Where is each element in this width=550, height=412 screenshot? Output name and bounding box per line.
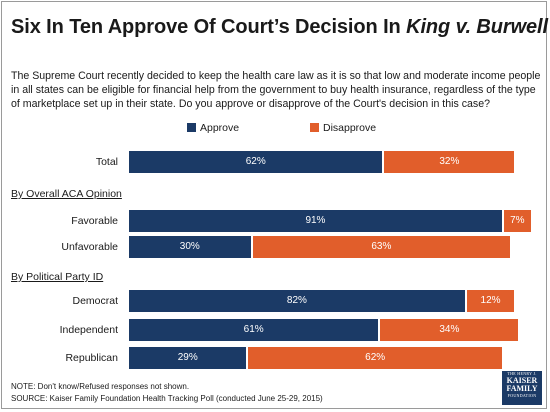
title-main: Six In Ten Approve Of Court’s Decision I… xyxy=(11,16,407,38)
bar-value-disapprove-independent: 34% xyxy=(439,324,460,335)
legend-approve-swatch xyxy=(187,123,196,132)
row-label-independent: Independent xyxy=(59,324,118,336)
source-text: SOURCE: Kaiser Family Foundation Health … xyxy=(11,394,323,403)
bar-approve-total: 62% xyxy=(128,151,384,173)
row-label-unfavorable: Unfavorable xyxy=(61,241,118,253)
bar-disapprove-independent: 34% xyxy=(379,319,520,341)
legend-disapprove-swatch xyxy=(310,123,319,132)
bar-value-approve-unfavorable: 30% xyxy=(179,241,200,252)
bar-value-disapprove-republican: 62% xyxy=(365,352,386,363)
chart-title: Six In Ten Approve Of Court’s Decision I… xyxy=(11,16,548,39)
bar-disapprove-democrat: 12% xyxy=(465,290,516,312)
bar-disapprove-total: 32% xyxy=(383,151,516,173)
legend-disapprove: Disapprove xyxy=(310,122,376,134)
legend-approve: Approve xyxy=(187,122,239,134)
section-label-aca: By Overall ACA Opinion xyxy=(11,188,122,200)
row-label-democrat: Democrat xyxy=(72,295,118,307)
bar-value-approve-independent: 61% xyxy=(243,324,264,335)
bar-disapprove-republican: 62% xyxy=(247,347,503,369)
note-text: NOTE: Don't know/Refused responses not s… xyxy=(11,382,190,391)
row-label-total: Total xyxy=(95,156,118,168)
bar-disapprove-unfavorable: 63% xyxy=(251,236,512,258)
bar-approve-republican: 29% xyxy=(128,347,248,369)
kff-logo: THE HENRY J. KAISER FAMILY FOUNDATION xyxy=(502,371,542,405)
bar-value-approve-total: 62% xyxy=(245,156,266,167)
bar-approve-favorable: 91% xyxy=(128,210,503,232)
bar-value-approve-democrat: 82% xyxy=(286,295,307,306)
row-label-favorable: Favorable xyxy=(71,215,118,227)
bar-disapprove-favorable: 7% xyxy=(502,210,532,232)
bar-approve-independent: 61% xyxy=(128,319,380,341)
row-label-republican: Republican xyxy=(65,352,118,364)
bar-approve-democrat: 82% xyxy=(128,290,466,312)
section-label-party: By Political Party ID xyxy=(11,271,104,283)
bar-value-disapprove-democrat: 12% xyxy=(480,295,501,306)
bar-value-approve-favorable: 91% xyxy=(305,215,326,226)
survey-question: The Supreme Court recently decided to ke… xyxy=(11,70,541,110)
legend-disapprove-label: Disapprove xyxy=(323,122,377,134)
legend-approve-label: Approve xyxy=(200,122,240,134)
bar-value-disapprove-total: 32% xyxy=(439,156,460,167)
bar-approve-unfavorable: 30% xyxy=(128,236,252,258)
bar-value-disapprove-favorable: 7% xyxy=(510,215,525,226)
bar-value-approve-republican: 29% xyxy=(177,352,198,363)
title-case-name: King v. Burwell xyxy=(406,16,548,38)
bar-value-disapprove-unfavorable: 63% xyxy=(371,241,392,252)
